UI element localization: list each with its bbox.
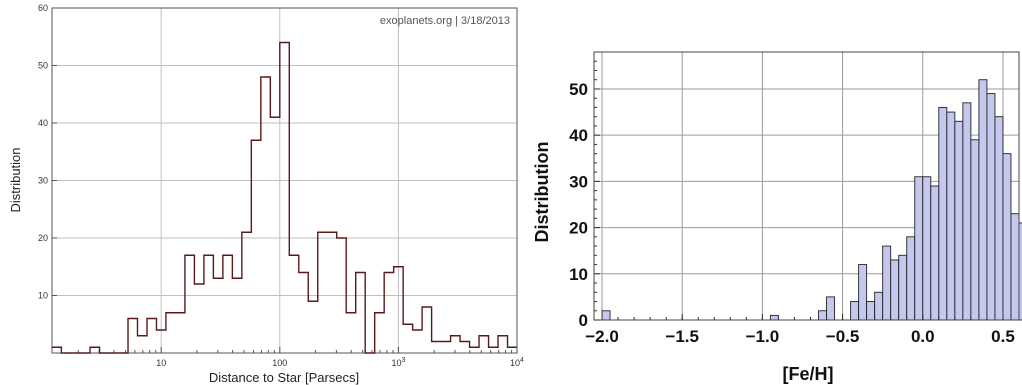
c1-watermark: exoplanets.org | 3/18/2013 bbox=[380, 15, 510, 27]
c2-bar bbox=[601, 310, 611, 321]
c2-bar bbox=[986, 93, 996, 321]
c2-bar bbox=[858, 264, 868, 321]
c2-bar bbox=[826, 296, 836, 321]
c2-y-tick-label: 20 bbox=[569, 219, 588, 238]
c2-bar bbox=[994, 116, 1004, 321]
c1-histogram-step-line bbox=[52, 41, 517, 354]
c2-bar bbox=[962, 102, 972, 321]
c1-y-tick-label: 30 bbox=[38, 176, 48, 186]
c2-bar bbox=[1002, 153, 1012, 321]
c2-x-axis-label: [Fe/H] bbox=[783, 364, 834, 384]
c1-grid bbox=[52, 8, 517, 353]
c2-bar bbox=[1010, 213, 1020, 321]
distance-histogram-chart: 10 100 103 104 10 20 30 40 50 60 exoplanets.org |… bbox=[8, 3, 524, 385]
c1-x-tick-exponent: 3 bbox=[401, 357, 405, 364]
metallicity-histogram-chart: −2.0 −1.5 −1.0 −0.5 0.0 0.5 0 10 20 30 40 50 [Fe/H]… bbox=[532, 51, 1022, 384]
c2-bar bbox=[882, 245, 892, 321]
c1-y-tick-label: 20 bbox=[38, 233, 48, 243]
c2-y-tick-label: 30 bbox=[569, 172, 588, 191]
c2-y-axis-label: Distribution bbox=[532, 142, 552, 243]
c1-y-tick-label: 10 bbox=[38, 291, 48, 301]
c1-y-tick-label: 60 bbox=[38, 3, 48, 13]
c2-x-tick-label: −0.5 bbox=[826, 327, 860, 346]
c2-bar bbox=[906, 236, 916, 321]
c2-bar bbox=[930, 185, 940, 321]
c1-y-axis-label: Distribution bbox=[8, 147, 23, 212]
c2-bar bbox=[890, 259, 900, 321]
c2-bars bbox=[601, 79, 1022, 321]
c2-bar bbox=[818, 310, 827, 321]
c2-plot-frame bbox=[593, 51, 1020, 321]
c2-y-tick-label: 0 bbox=[579, 311, 588, 330]
c2-bar bbox=[970, 139, 980, 321]
c2-bar bbox=[914, 176, 924, 321]
c2-x-tick-label: −1.0 bbox=[746, 327, 780, 346]
c2-axis-ticks: −2.0 −1.5 −1.0 −0.5 0.0 0.5 0 10 20 30 40 50 bbox=[569, 60, 1015, 346]
c2-x-tick-label: −1.5 bbox=[665, 327, 699, 346]
c2-bar bbox=[922, 176, 932, 321]
c2-y-tick-label: 10 bbox=[569, 265, 588, 284]
c2-y-tick-label: 40 bbox=[569, 126, 588, 145]
c1-x-tick-label: 103 bbox=[391, 357, 405, 368]
c1-x-tick-exponent: 4 bbox=[520, 357, 524, 364]
c2-bar bbox=[874, 291, 884, 321]
c1-axis-ticks: 10 100 103 104 10 20 30 40 50 60 bbox=[38, 3, 524, 368]
c1-x-axis-label: Distance to Star [Parsecs] bbox=[209, 370, 359, 385]
c1-y-tick-label: 50 bbox=[38, 61, 48, 71]
c2-x-tick-label: −2.0 bbox=[585, 327, 619, 346]
c2-bar bbox=[954, 120, 964, 321]
c1-x-tick-label: 100 bbox=[272, 358, 287, 368]
c2-x-tick-label: 0.0 bbox=[911, 327, 935, 346]
c2-y-tick-label: 50 bbox=[569, 80, 588, 99]
c2-bar bbox=[866, 301, 876, 321]
c2-bar bbox=[850, 301, 860, 321]
c2-bar bbox=[946, 111, 956, 321]
c2-bar bbox=[938, 106, 948, 321]
c2-bar bbox=[898, 254, 908, 321]
c2-x-tick-label: 0.5 bbox=[991, 327, 1015, 346]
c1-x-tick-label: 10 bbox=[156, 358, 166, 368]
c1-x-tick-label: 104 bbox=[510, 357, 524, 368]
c2-bar bbox=[978, 79, 988, 321]
c1-y-tick-label: 40 bbox=[38, 118, 48, 128]
c2-bar bbox=[769, 314, 779, 321]
